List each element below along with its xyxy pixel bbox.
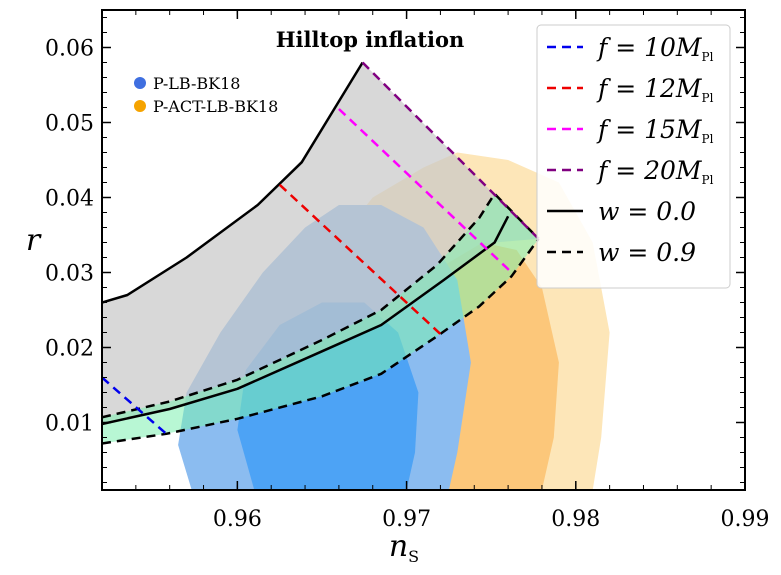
y-tick-label: 0.04 [45,187,94,212]
x-tick-label: 0.98 [551,507,600,532]
legend-box [536,24,731,289]
legend-label: w = 0.0 [598,197,696,226]
x-tick-label: 0.99 [721,507,770,532]
x-tick-label: 0.96 [213,507,262,532]
y-axis-label: r [26,223,42,258]
y-tick-label: 0.02 [45,337,94,362]
dataset-legend-dot-p-act-lb-bk18 [134,100,146,112]
plot-frame [101,9,746,491]
y-tick-label: 0.06 [45,37,94,62]
series-line-w-0-0-0 [102,61,364,304]
legend-label: f = 15MPl [596,115,714,146]
y-tick-label: 0.03 [45,262,94,287]
green-region [102,193,539,444]
dataset-legend-label-p-act-lb-bk18: P-ACT-LB-BK18 [153,97,278,116]
grey-region [102,62,539,424]
dataset-legend-label-p-lb-bk18: P-LB-BK18 [153,74,240,93]
regions-layer [102,62,539,444]
series-line-f-15m-pl-6 [338,108,515,275]
series-line-w-0-9-lower-3 [102,238,540,445]
legend-label: w = 0.9 [598,238,696,267]
ticks-layer: 0.96 0.97 0.98 0.99 0.01 0.02 0.03 0.04 0.05 0.06 [45,10,769,532]
dataset-legend-dot-p-lb-bk18 [134,77,146,89]
legend-label: f = 20MPl [596,156,714,187]
chart-title: Hilltop inflation [276,27,465,52]
y-tick-label: 0.05 [45,112,94,137]
legend-label: f = 10MPl [596,33,714,64]
x-tick-label: 0.97 [382,507,431,532]
series-line-f-12m-pl-5 [278,183,442,335]
series-line-w-0-9-upper-2 [102,192,540,419]
dataset-legend: P-LB-BK18 P-ACT-LB-BK18 [134,74,278,116]
line-legend: f = 10MPl f = 12MPl f = 15MPl f = 20MPl w = … [536,24,731,289]
series-layer [102,61,540,445]
x-axis-label: nS [389,529,419,566]
series-line-f-20m-pl-7 [361,61,540,240]
y-tick-label: 0.01 [45,412,94,437]
legend-label: f = 12MPl [596,74,714,105]
